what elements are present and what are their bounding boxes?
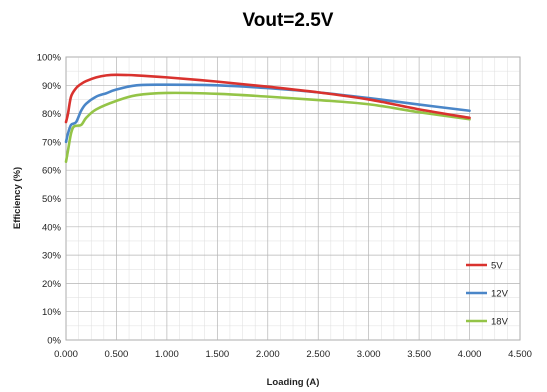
x-tick-label: 2.000 (256, 349, 280, 360)
y-axis-ticks: 0% 10% 20% 30% 40% 50% 60% 70% 80% 90% 100% (37, 53, 62, 347)
x-tick-label: 0.500 (105, 349, 129, 360)
y-tick-label: 80% (42, 109, 62, 120)
x-tick-label: 3.500 (407, 349, 431, 360)
legend-label-12v: 12V (491, 289, 509, 300)
chart-title: Vout=2.5V (243, 10, 334, 31)
x-axis-label: Loading (A) (267, 377, 320, 388)
x-tick-label: 3.000 (357, 349, 381, 360)
legend-label-5v: 5V (491, 261, 503, 272)
x-tick-label: 1.500 (205, 349, 229, 360)
y-tick-label: 50% (42, 194, 62, 205)
x-tick-label: 0.000 (54, 349, 78, 360)
x-tick-label: 4.000 (458, 349, 482, 360)
y-tick-label: 90% (42, 81, 62, 92)
y-tick-label: 60% (42, 166, 62, 177)
y-tick-label: 70% (42, 137, 62, 148)
y-tick-label: 100% (37, 53, 62, 64)
series-line-5v (64, 73, 471, 124)
y-tick-label: 0% (47, 336, 61, 347)
legend: 5V 12V 18V (466, 261, 509, 328)
legend-label-18v: 18V (491, 317, 509, 328)
y-tick-label: 20% (42, 279, 62, 290)
y-tick-label: 30% (42, 251, 62, 262)
x-tick-label: 4.500 (508, 349, 532, 360)
series-line-18v (64, 91, 471, 164)
y-tick-label: 10% (42, 307, 62, 318)
x-tick-label: 2.500 (306, 349, 330, 360)
x-axis-ticks: 0.000 0.500 1.000 1.500 2.000 2.500 3.000 3.500… (54, 349, 532, 360)
y-tick-label: 40% (42, 222, 62, 233)
series-lines (64, 73, 471, 164)
x-tick-label: 1.000 (155, 349, 179, 360)
y-axis-label: Efficiency (%) (12, 167, 23, 229)
